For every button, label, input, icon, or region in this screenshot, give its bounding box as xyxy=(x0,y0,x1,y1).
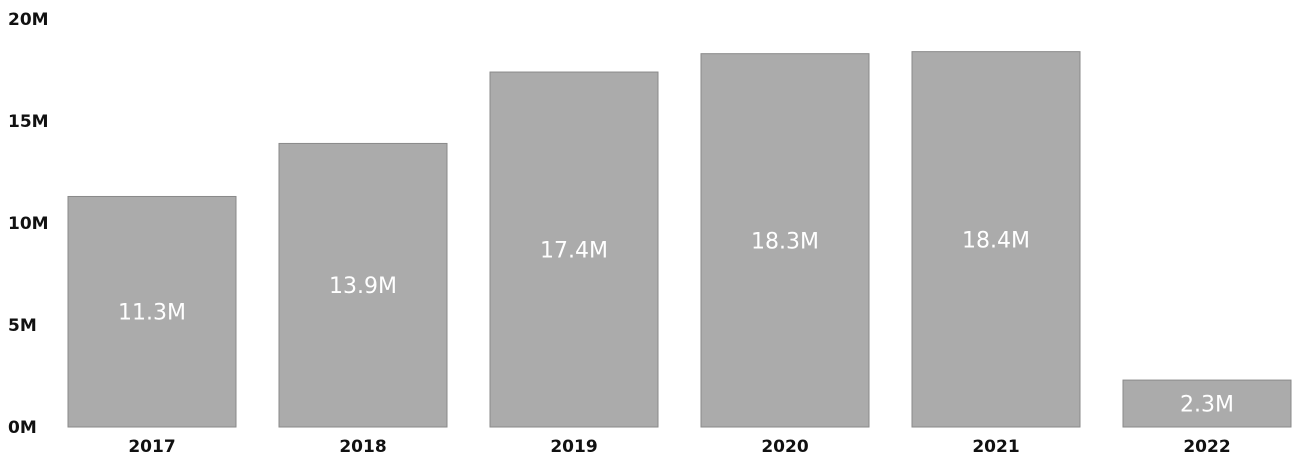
data-labels-group: 11.3M 13.9M 17.4M 18.3M 18.4M 2.3M xyxy=(118,228,1234,417)
bar-2018 xyxy=(278,142,448,428)
y-tick-label: 10M xyxy=(8,214,49,234)
x-tick-label-2017: 2017 xyxy=(128,437,175,457)
y-tick-label: 5M xyxy=(8,316,37,336)
data-label-2019: 17.4M xyxy=(540,239,608,264)
bar-2019 xyxy=(489,71,659,428)
bar-2021 xyxy=(911,51,1081,428)
bars-group xyxy=(67,51,1292,428)
x-tick-label-2019: 2019 xyxy=(550,437,597,457)
data-label-2018: 13.9M xyxy=(329,274,397,299)
x-tick-label-2021: 2021 xyxy=(972,437,1019,457)
bar-2022 xyxy=(1122,379,1292,428)
x-tick-label-2020: 2020 xyxy=(761,437,808,457)
y-tick-label: 20M xyxy=(8,10,49,30)
x-axis: 2017 2018 2019 2020 2021 2022 xyxy=(128,437,1230,457)
data-label-2017: 11.3M xyxy=(118,301,186,326)
y-axis: 0M 5M 10M 15M 20M xyxy=(8,10,49,438)
x-tick-label-2022: 2022 xyxy=(1183,437,1230,457)
x-tick-label-2018: 2018 xyxy=(339,437,386,457)
y-tick-label: 0M xyxy=(8,418,37,438)
data-label-2022: 2.3M xyxy=(1180,393,1234,418)
data-label-2020: 18.3M xyxy=(751,229,819,254)
data-label-2021: 18.4M xyxy=(962,228,1030,253)
bar-2017 xyxy=(67,195,237,428)
y-tick-label: 15M xyxy=(8,112,49,132)
bar-2020 xyxy=(700,53,870,428)
